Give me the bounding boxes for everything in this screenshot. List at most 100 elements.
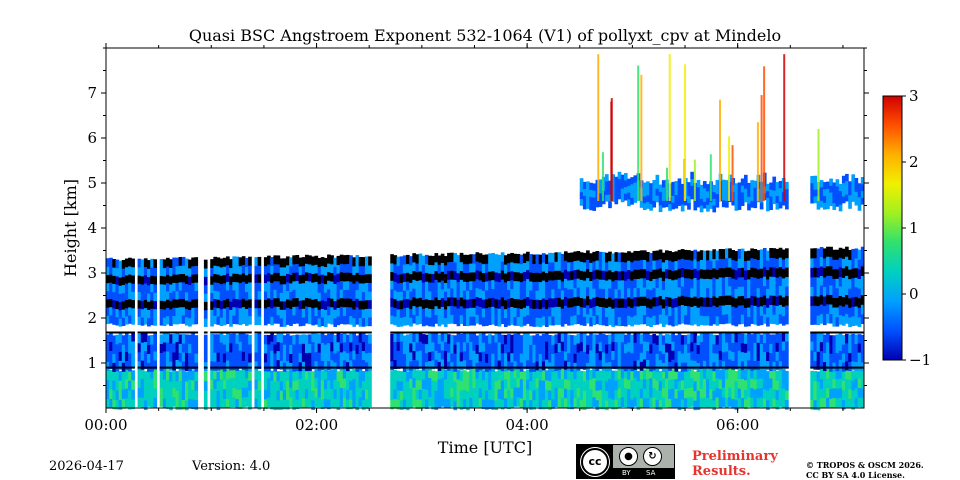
- data-cell: [548, 279, 552, 290]
- data-cell: [519, 263, 524, 274]
- data-cell: [106, 315, 110, 324]
- data-cell: [447, 288, 451, 298]
- data-cell: [706, 332, 710, 342]
- data-cell: [860, 352, 865, 363]
- data-cell: [175, 257, 180, 267]
- data-cell: [605, 252, 609, 263]
- data-cell: [551, 398, 555, 409]
- data-cell: [210, 284, 214, 294]
- layer-edge: [860, 366, 865, 369]
- data-cell: [573, 353, 578, 363]
- data-cell: [826, 265, 830, 276]
- layer-edge: [737, 366, 742, 369]
- data-cell: [668, 315, 672, 326]
- data-cell: [636, 306, 641, 316]
- data-cell: [854, 368, 859, 379]
- data-cell: [257, 273, 262, 283]
- layer-edge: [595, 366, 600, 369]
- data-cell: [835, 378, 840, 389]
- data-cell: [721, 333, 726, 344]
- data-cell: [579, 270, 584, 280]
- data-cell: [424, 370, 429, 381]
- data-cell: [560, 378, 565, 389]
- data-cell: [424, 316, 429, 326]
- data-cell: [415, 332, 420, 343]
- data-cell: [276, 289, 281, 299]
- data-cell: [630, 370, 634, 381]
- data-cell: [437, 299, 442, 309]
- data-cell: [238, 370, 243, 381]
- data-cell: [636, 260, 641, 270]
- data-cell: [415, 254, 420, 264]
- data-cell: [431, 255, 435, 266]
- data-cell: [169, 259, 173, 268]
- data-cell: [336, 307, 341, 317]
- layer-edge: [516, 331, 521, 334]
- data-cell: [510, 378, 514, 389]
- data-cell: [627, 379, 631, 390]
- data-cell: [696, 179, 701, 188]
- data-cell: [712, 184, 717, 193]
- data-cell: [257, 350, 262, 360]
- data-cell: [532, 389, 537, 401]
- data-cell: [845, 342, 849, 353]
- data-cell: [715, 278, 720, 289]
- data-cell: [352, 341, 357, 351]
- data-cell: [835, 297, 840, 308]
- data-cell: [409, 368, 413, 379]
- layer-edge: [829, 366, 833, 369]
- data-cell: [598, 179, 603, 187]
- data-cell: [775, 296, 780, 307]
- data-cell: [346, 315, 350, 325]
- data-cell: [342, 341, 347, 352]
- data-cell: [336, 316, 341, 326]
- data-cell: [143, 291, 148, 300]
- data-cell: [244, 361, 249, 371]
- data-cell: [633, 278, 638, 289]
- data-cell: [462, 359, 467, 370]
- data-cell: [586, 304, 590, 315]
- data-cell: [368, 317, 372, 327]
- data-cell: [462, 379, 467, 390]
- data-cell: [424, 343, 429, 354]
- data-cell: [721, 193, 726, 201]
- data-cell: [715, 180, 720, 188]
- data-cell: [623, 377, 628, 388]
- data-cell: [248, 353, 252, 363]
- data-cell: [188, 361, 192, 372]
- data-cell: [447, 305, 451, 316]
- data-cell: [845, 173, 849, 182]
- data-cell: [320, 282, 325, 292]
- data-cell: [753, 295, 758, 306]
- data-cell: [491, 288, 495, 298]
- data-cell: [835, 199, 840, 207]
- data-cell: [507, 360, 511, 371]
- data-cell: [238, 359, 243, 369]
- data-cell: [491, 270, 495, 281]
- data-cell: [851, 380, 856, 391]
- layer-edge: [188, 366, 192, 369]
- data-cell: [674, 201, 679, 209]
- data-cell: [194, 380, 199, 391]
- data-cell: [715, 193, 720, 201]
- data-cell: [860, 285, 865, 296]
- data-cell: [567, 398, 571, 410]
- layer-edge: [557, 366, 562, 369]
- data-cell: [308, 289, 312, 299]
- data-cell: [450, 368, 454, 379]
- layer-edge: [646, 331, 650, 334]
- data-cell: [485, 254, 489, 264]
- data-cell: [181, 273, 186, 283]
- data-cell: [112, 370, 116, 381]
- layer-edge: [491, 366, 495, 369]
- data-cell: [620, 387, 625, 398]
- layer-edge: [298, 366, 303, 369]
- data-cell: [289, 353, 293, 363]
- data-cell: [854, 378, 859, 389]
- layer-edge: [248, 331, 252, 334]
- layer-edge: [605, 366, 609, 369]
- layer-edge: [308, 366, 312, 369]
- data-cell: [497, 308, 502, 318]
- data-cell: [743, 352, 748, 362]
- data-cell: [725, 369, 729, 380]
